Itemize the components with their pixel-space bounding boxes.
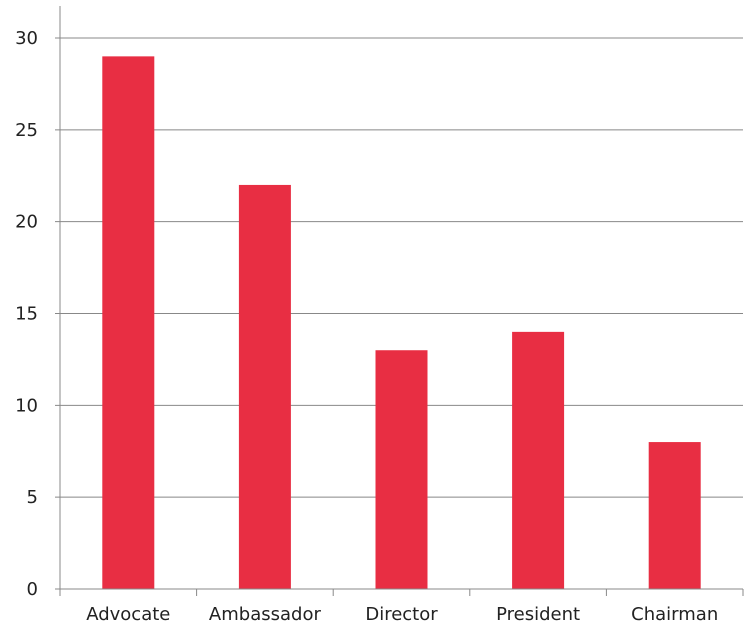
bars: [102, 56, 701, 590]
x-tick-label-director: Director: [365, 604, 438, 623]
y-tick-label-0: 0: [27, 579, 38, 600]
y-tick-label-20: 20: [15, 212, 38, 233]
y-tick-label-10: 10: [15, 395, 38, 416]
bar-ambassador: [238, 184, 291, 589]
axes: [55, 6, 744, 596]
bar-chairman: [648, 442, 701, 589]
x-tick-label-president: President: [496, 604, 580, 623]
bar-president: [512, 331, 565, 589]
x-tick-label-ambassador: Ambassador: [209, 604, 322, 623]
bar-director: [375, 350, 428, 589]
bar-advocate: [102, 56, 155, 590]
x-tick-label-advocate: Advocate: [86, 604, 170, 623]
y-tick-label-5: 5: [27, 487, 38, 508]
tick-labels: 0 5 10 15 20 25 30 Advocate Ambassador Director Pr…: [15, 28, 718, 625]
y-tick-label-15: 15: [15, 304, 38, 325]
gridlines: [55, 37, 743, 498]
y-tick-label-25: 25: [15, 120, 38, 141]
x-tick-label-chairman: Chairman: [631, 604, 718, 623]
y-tick-label-30: 30: [15, 28, 38, 49]
